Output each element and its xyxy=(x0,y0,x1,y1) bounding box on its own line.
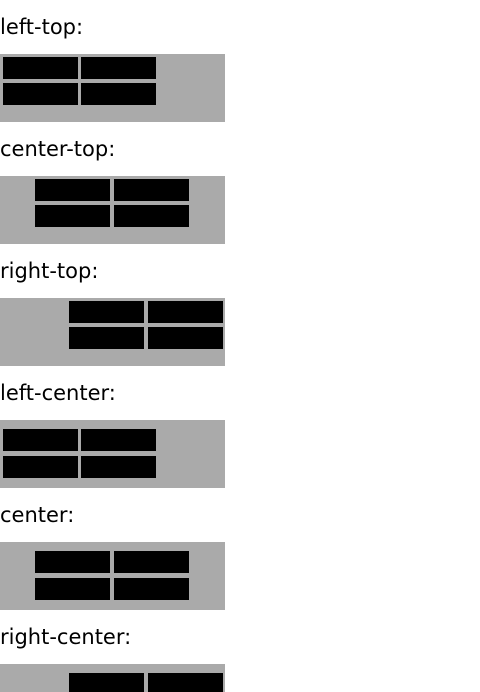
grid-cell xyxy=(148,301,223,323)
grid-cell xyxy=(114,179,189,201)
section-label: center-top: xyxy=(0,137,116,161)
section-label: center: xyxy=(0,503,75,527)
grid-cell xyxy=(3,57,78,79)
grid-cell xyxy=(3,83,78,105)
grid-cell xyxy=(148,327,223,349)
align-container xyxy=(0,420,225,488)
align-container xyxy=(0,664,225,692)
grid-cell xyxy=(81,429,156,451)
grid-cell xyxy=(69,673,144,692)
align-container xyxy=(0,542,225,610)
grid-cell xyxy=(35,205,110,227)
grid-cell xyxy=(69,301,144,323)
grid-cell xyxy=(114,205,189,227)
grid-cell xyxy=(114,551,189,573)
grid-cell xyxy=(81,456,156,478)
align-container xyxy=(0,54,225,122)
grid-cell xyxy=(35,551,110,573)
section-label: left-top: xyxy=(0,15,84,39)
section-label: right-top: xyxy=(0,259,99,283)
grid-cell xyxy=(35,179,110,201)
grid-cell xyxy=(148,673,223,692)
section-label: right-center: xyxy=(0,625,132,649)
align-container xyxy=(0,176,225,244)
grid-cell xyxy=(81,83,156,105)
grid-cell xyxy=(114,578,189,600)
grid-cell xyxy=(69,327,144,349)
grid-cell xyxy=(81,57,156,79)
align-container xyxy=(0,298,225,366)
section-label: left-center: xyxy=(0,381,116,405)
grid-cell xyxy=(3,429,78,451)
grid-cell xyxy=(3,456,78,478)
grid-cell xyxy=(35,578,110,600)
